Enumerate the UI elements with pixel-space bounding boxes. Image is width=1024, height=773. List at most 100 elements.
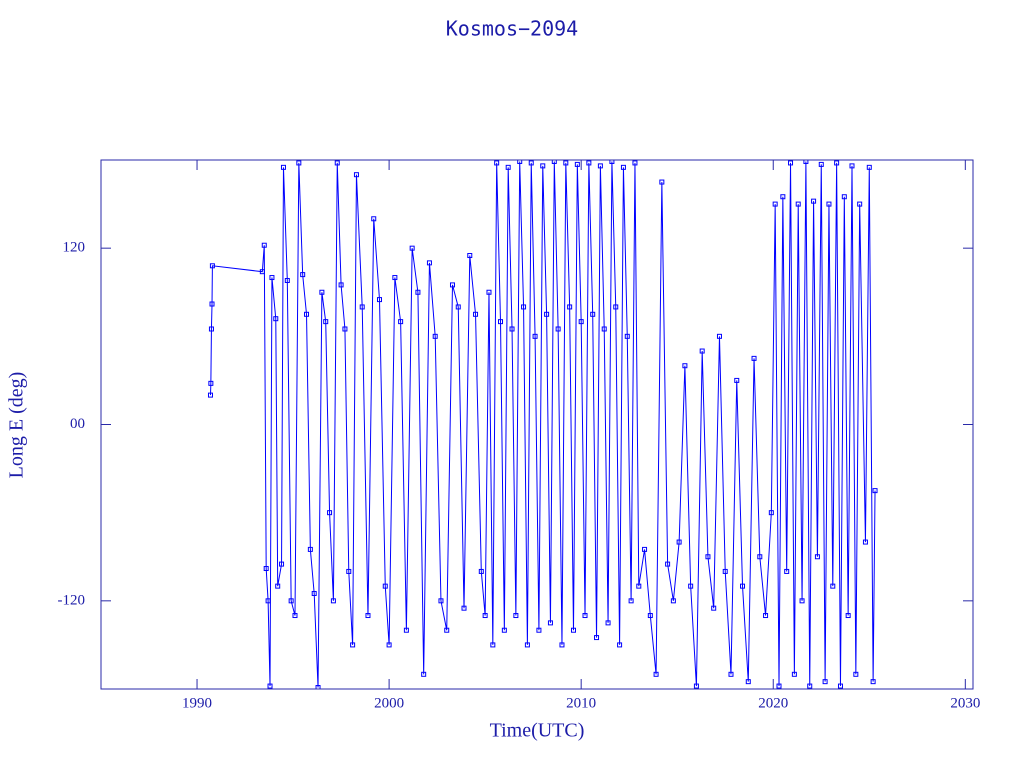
- y-tick-label: -120: [58, 592, 86, 608]
- data-point: [799, 598, 805, 604]
- data-point: [784, 568, 790, 574]
- data-point: [659, 179, 665, 185]
- chart-title: Kosmos−2094: [446, 17, 578, 41]
- data-point: [574, 161, 580, 167]
- data-point: [403, 627, 409, 633]
- y-tick-label: 120: [63, 240, 86, 256]
- data-line: [209, 161, 876, 688]
- data-point: [386, 642, 392, 648]
- data-point: [811, 198, 817, 204]
- data-point: [208, 380, 214, 386]
- data-point: [323, 319, 329, 325]
- data-point: [296, 160, 302, 166]
- data-point: [716, 333, 722, 339]
- data-point: [280, 164, 286, 170]
- data-point: [300, 272, 306, 278]
- data-point: [267, 683, 273, 689]
- data-point: [505, 164, 511, 170]
- data-point: [209, 263, 215, 269]
- data-point: [555, 326, 561, 332]
- data-point: [208, 326, 214, 332]
- data-point: [426, 260, 432, 266]
- data-point: [620, 164, 626, 170]
- data-point: [501, 627, 507, 633]
- data-point: [304, 311, 310, 317]
- data-point: [734, 377, 740, 383]
- data-point: [559, 642, 565, 648]
- data-point: [740, 583, 746, 589]
- data-point: [834, 160, 840, 166]
- data-point: [327, 510, 333, 516]
- data-point: [261, 242, 267, 248]
- data-point: [311, 590, 317, 596]
- data-point: [870, 679, 876, 685]
- data-point: [547, 620, 553, 626]
- data-point: [830, 583, 836, 589]
- data-point: [665, 561, 671, 567]
- data-point: [398, 319, 404, 325]
- data-point: [319, 289, 325, 295]
- data-point: [624, 333, 630, 339]
- data-point: [544, 311, 550, 317]
- data-point: [849, 163, 855, 169]
- data-point: [478, 568, 484, 574]
- data-point: [315, 685, 321, 689]
- data-point: [814, 554, 820, 560]
- data-point: [382, 583, 388, 589]
- data-point: [438, 598, 444, 604]
- data-point: [872, 488, 878, 494]
- data-point: [822, 679, 828, 685]
- y-tick-label: 00: [70, 416, 85, 432]
- data-point: [757, 554, 763, 560]
- data-point: [605, 620, 611, 626]
- data-point: [853, 671, 859, 677]
- data-point: [857, 201, 863, 207]
- data-point: [609, 160, 615, 164]
- data-point: [682, 363, 688, 369]
- data-point: [862, 539, 868, 545]
- data-point: [617, 642, 623, 648]
- data-point: [676, 539, 682, 545]
- data-point: [265, 598, 271, 604]
- x-axis-label: Time(UTC): [490, 720, 585, 742]
- data-point: [330, 598, 336, 604]
- data-point: [259, 269, 265, 275]
- data-point: [521, 304, 527, 310]
- data-point: [269, 275, 275, 281]
- data-point: [768, 510, 774, 516]
- x-tick-label: 2000: [374, 695, 404, 711]
- data-point: [751, 355, 757, 361]
- data-point: [353, 172, 359, 178]
- data-point: [292, 613, 298, 619]
- data-point: [642, 546, 648, 552]
- data-point: [432, 333, 438, 339]
- data-point: [350, 642, 356, 648]
- data-point: [288, 598, 294, 604]
- data-point: [688, 583, 694, 589]
- plot-area: [207, 160, 878, 689]
- data-point: [275, 583, 281, 589]
- data-point: [563, 160, 569, 166]
- data-point: [745, 679, 751, 685]
- data-point: [728, 671, 734, 677]
- x-tick-label: 2020: [758, 695, 788, 711]
- data-point: [837, 683, 843, 689]
- data-point: [517, 160, 523, 164]
- data-point: [392, 275, 398, 281]
- data-point: [473, 311, 479, 317]
- data-point: [699, 348, 705, 354]
- data-point: [486, 289, 492, 295]
- data-point: [279, 561, 285, 567]
- data-point: [494, 160, 500, 166]
- data-point: [866, 164, 872, 170]
- data-point: [532, 333, 538, 339]
- data-point: [536, 627, 542, 633]
- data-point: [826, 201, 832, 207]
- data-point: [263, 566, 269, 572]
- data-point: [567, 304, 573, 310]
- data-point: [365, 613, 371, 619]
- data-point: [772, 201, 778, 207]
- data-point: [377, 297, 383, 303]
- data-point: [509, 326, 515, 332]
